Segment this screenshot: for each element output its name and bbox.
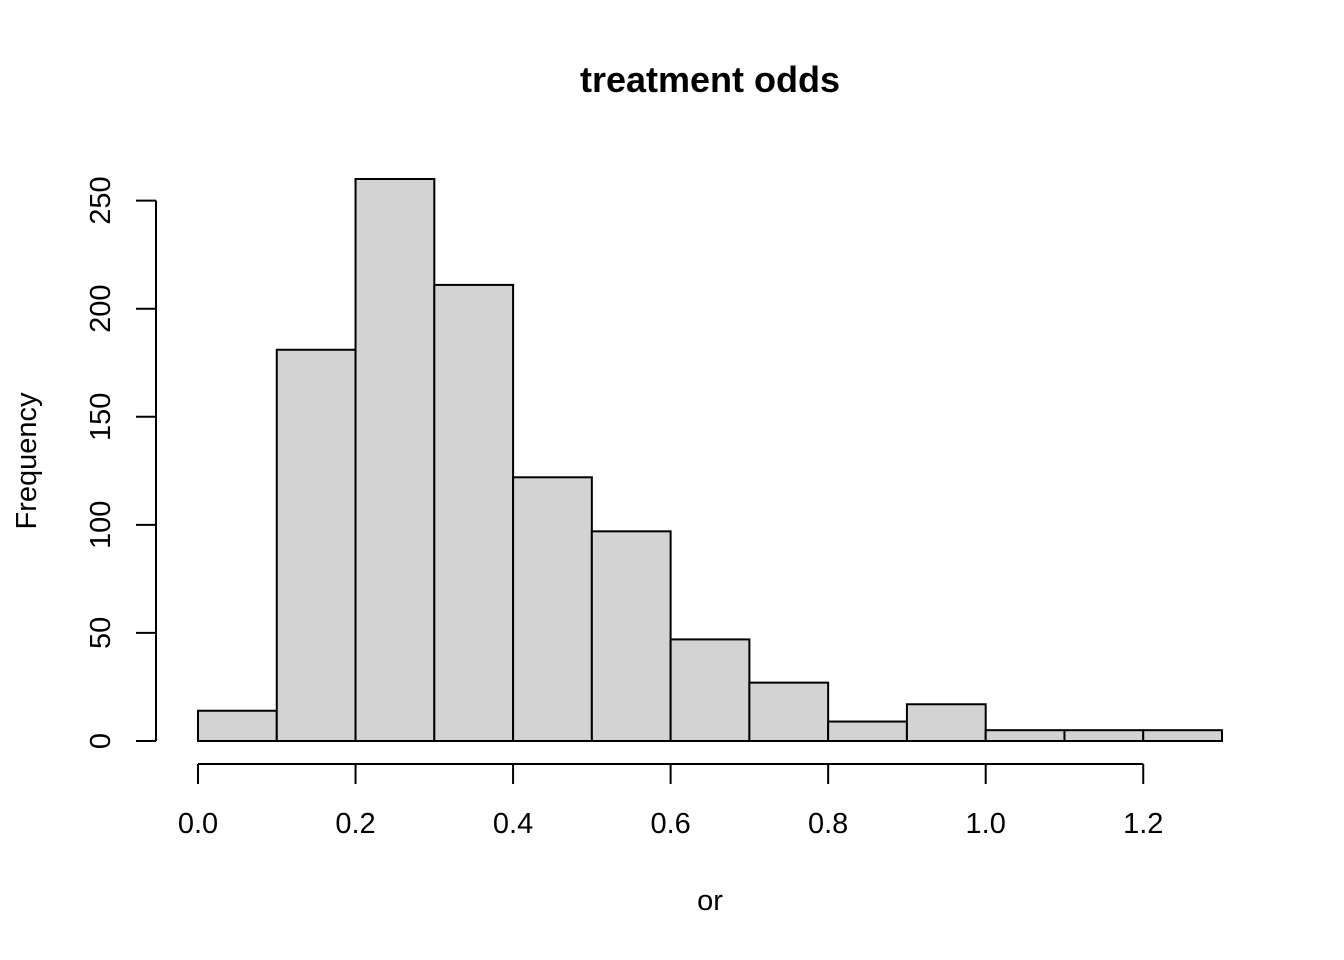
x-axis: 0.0 0.2 0.4 0.6 0.8 1.0 1.2 xyxy=(178,763,1163,840)
x-tick-label-0: 0.0 xyxy=(178,808,218,840)
histogram-bar-6 xyxy=(669,638,751,743)
histogram-bar-2 xyxy=(354,178,436,742)
histogram-bar-9 xyxy=(905,703,987,742)
y-tick-label-1: 50 xyxy=(85,617,117,649)
y-tick-label-4: 200 xyxy=(85,284,117,332)
histogram-bar-0 xyxy=(197,709,278,743)
histogram-bar-12 xyxy=(1142,729,1223,743)
x-tick-label-4: 0.8 xyxy=(808,808,848,840)
x-tick-label-2: 0.4 xyxy=(493,808,533,840)
x-tick-label-5: 1.0 xyxy=(966,808,1006,840)
histogram-bar-3 xyxy=(433,283,515,742)
histogram-bar-8 xyxy=(827,720,908,742)
y-tick-label-3: 150 xyxy=(85,393,117,441)
chart-title: treatment odds xyxy=(580,59,840,100)
y-tick-label-0: 0 xyxy=(85,733,117,749)
histogram-bar-5 xyxy=(590,530,672,742)
x-tick-label-1: 0.2 xyxy=(335,808,375,840)
histogram-bar-4 xyxy=(512,476,593,742)
y-axis: 0 50 100 150 200 250 xyxy=(85,176,157,749)
x-tick-label-3: 0.6 xyxy=(650,808,690,840)
x-tick-label-6: 1.2 xyxy=(1123,808,1163,840)
y-tick-label-5: 250 xyxy=(85,176,117,224)
histogram-bar-1 xyxy=(275,348,357,742)
histogram-bar-7 xyxy=(748,681,830,743)
y-tick-label-2: 100 xyxy=(85,501,117,549)
bars-group xyxy=(197,178,1223,743)
histogram-bar-11 xyxy=(1063,729,1145,743)
y-axis-title: Frequency xyxy=(11,392,43,530)
x-axis-title: or xyxy=(697,885,723,917)
histogram-bar-10 xyxy=(984,729,1066,743)
